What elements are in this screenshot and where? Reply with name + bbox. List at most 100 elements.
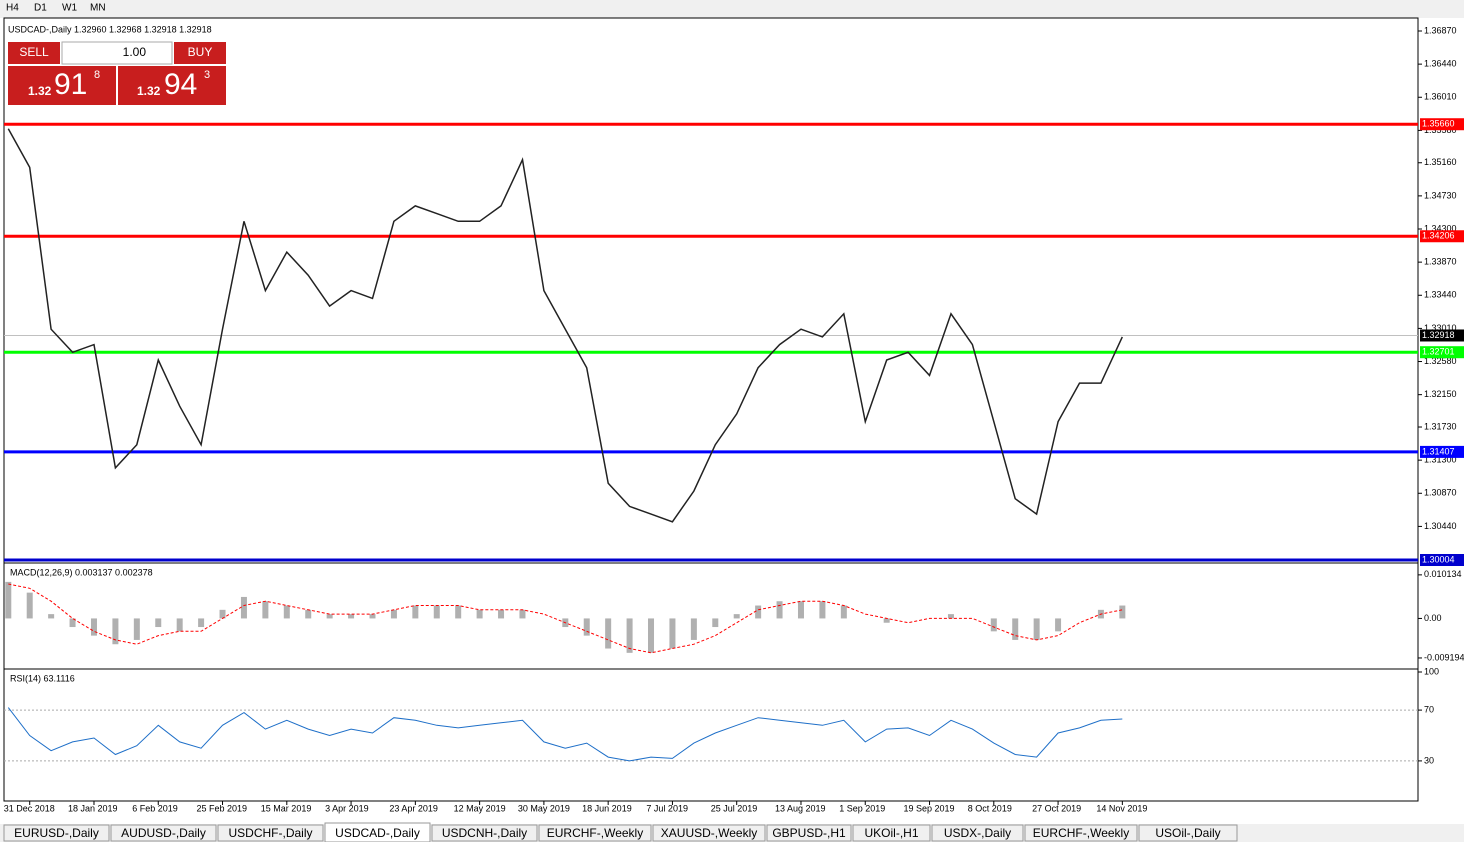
histogram-bar (369, 614, 376, 619)
histogram-bar (176, 618, 183, 632)
histogram-bar (776, 601, 783, 619)
tab-label[interactable]: GBPUSD-,H1 (772, 826, 846, 840)
histogram-bar (133, 618, 140, 640)
volume-box[interactable] (61, 41, 173, 65)
histogram-bar (48, 614, 55, 619)
tab[interactable] (217, 824, 324, 842)
histogram-bar (840, 605, 847, 619)
sell-label[interactable]: SELL (19, 45, 49, 59)
timeframe-button[interactable]: MN (90, 3, 106, 14)
y-tick-label: 1.31300 (1424, 455, 1457, 465)
buy-button[interactable] (174, 42, 226, 64)
chart-frame (3, 17, 1419, 802)
histogram-bar (112, 618, 119, 645)
histogram-bar (990, 618, 997, 632)
tab[interactable] (852, 824, 931, 842)
tab[interactable] (538, 824, 652, 842)
y-tick-label: 100 (1424, 666, 1439, 676)
y-tick-label: 1.30870 (1424, 488, 1457, 498)
x-tick-label: 14 Nov 2019 (1096, 803, 1147, 813)
tab[interactable] (110, 824, 217, 842)
sell-button[interactable] (8, 42, 60, 64)
macd-title: MACD(12,26,9) 0.003137 0.002378 (10, 567, 153, 577)
y-tick-label: 1.32580 (1424, 356, 1457, 366)
level-label: 1.31407 (1422, 446, 1455, 456)
x-tick-label: 19 Sep 2019 (904, 803, 955, 813)
x-tick-label: 30 May 2019 (518, 803, 570, 813)
histogram-bar (797, 601, 804, 619)
buy-price-box[interactable] (118, 66, 226, 105)
tab-label[interactable]: UKOil-,H1 (864, 826, 918, 840)
y-tick-label: 1.30440 (1424, 521, 1457, 531)
x-tick-label: 23 Apr 2019 (389, 803, 438, 813)
chart-header: USDCAD-,Daily 1.32960 1.32968 1.32918 1.… (8, 24, 212, 34)
y-tick-label: 30 (1424, 755, 1434, 765)
tab[interactable] (1024, 824, 1138, 842)
histogram-bar (712, 618, 719, 628)
trade-panel: SELL 1.00 BUY 1.32 91 8 1.32 94 3 (8, 41, 226, 105)
y-tick-label: 1.34730 (1424, 190, 1457, 200)
histogram-bar (583, 618, 590, 636)
sell-price-box[interactable] (8, 66, 116, 105)
histogram-bar (605, 618, 612, 649)
timeframe-button[interactable]: H4 (6, 3, 19, 14)
tab-label[interactable]: USDCAD-,Daily (335, 826, 420, 840)
tab-label[interactable]: USDCNH-,Daily (442, 826, 527, 840)
y-tick-label: -0.009194 (1424, 652, 1464, 662)
x-tick-label: 15 Mar 2019 (261, 803, 312, 813)
timeframe-button[interactable]: W1 (62, 3, 77, 14)
y-tick-label: 1.33440 (1424, 290, 1457, 300)
tab[interactable] (766, 824, 852, 842)
histogram-bar (90, 618, 97, 636)
tab[interactable] (1138, 824, 1238, 842)
tab-label[interactable]: AUDUSD-,Daily (121, 826, 206, 840)
level-tag (1420, 118, 1464, 131)
x-tick-label: 12 May 2019 (454, 803, 506, 813)
timeframe-bar (0, 0, 1464, 18)
tab-label[interactable]: XAUUSD-,Weekly (661, 826, 757, 840)
y-tick-label: 1.36440 (1424, 59, 1457, 69)
y-tick-label: 0.010134 (1424, 569, 1462, 579)
histogram-bar (498, 609, 505, 619)
x-tick-label: 3 Apr 2019 (325, 803, 369, 813)
tab[interactable] (652, 824, 766, 842)
volume[interactable]: 1.00 (123, 45, 147, 59)
x-tick-label: 13 Aug 2019 (775, 803, 826, 813)
buy-pips: 94 (164, 68, 197, 101)
tab-label[interactable]: EURUSD-,Daily (14, 826, 99, 840)
tab[interactable] (931, 824, 1024, 842)
tab[interactable] (431, 824, 538, 842)
tab-label[interactable]: USDX-,Daily (944, 826, 1011, 840)
level-tag (1420, 445, 1464, 458)
level-label: 1.30004 (1422, 554, 1455, 564)
level-tag (1420, 230, 1464, 243)
y-tick-label: 1.32150 (1424, 389, 1457, 399)
y-tick-label: 70 (1424, 704, 1434, 714)
histogram-bar (819, 601, 826, 619)
histogram-bar (1033, 618, 1040, 640)
x-tick-label: 8 Oct 2019 (968, 803, 1012, 813)
level-tag (1420, 554, 1464, 566)
timeframe-button[interactable]: D1 (34, 3, 47, 14)
y-tick-label: 1.36010 (1424, 92, 1457, 102)
histogram-bar (519, 609, 526, 619)
tab-label[interactable]: USDCHF-,Daily (229, 826, 313, 840)
sell-pips: 91 (54, 68, 87, 101)
series-line (7, 707, 1123, 762)
histogram-bar (262, 601, 269, 619)
buy-fraction: 3 (204, 69, 210, 81)
tab-label[interactable]: EURCHF-,Weekly (1033, 826, 1129, 840)
y-tick-label: 1.33010 (1424, 323, 1457, 333)
tab[interactable] (3, 824, 110, 842)
histogram-bar (198, 618, 205, 628)
tab-label[interactable]: USOil-,Daily (1155, 826, 1220, 840)
tab-label[interactable]: EURCHF-,Weekly (547, 826, 643, 840)
x-tick-label: 1 Sep 2019 (839, 803, 885, 813)
current-price-label: 1.32918 (1422, 330, 1455, 340)
buy-label[interactable]: BUY (188, 45, 213, 59)
histogram-bar (326, 614, 333, 619)
histogram-bar (648, 618, 655, 653)
buy-big: 1.32 (137, 84, 161, 98)
y-tick-label: 1.34300 (1424, 223, 1457, 233)
